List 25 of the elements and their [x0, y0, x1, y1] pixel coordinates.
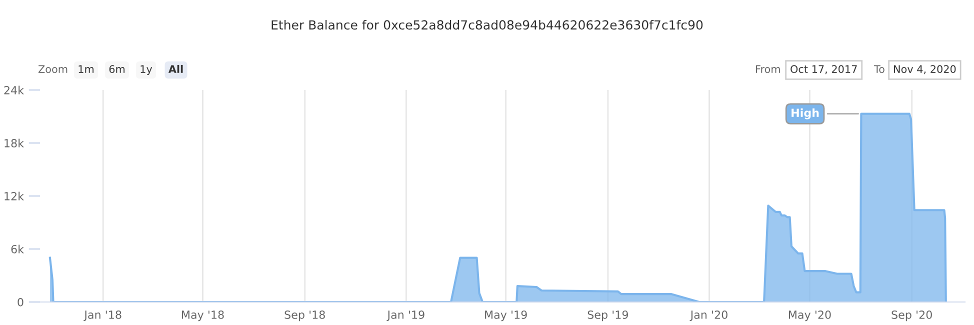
- text: To: [874, 65, 884, 74]
- y-tick-label: 6k: [11, 244, 24, 254]
- annotation: High: [792, 108, 819, 120]
- x-tick-label: Sep '19: [588, 310, 628, 322]
- text: 1y: [140, 65, 152, 76]
- y-tick-label: 18k: [4, 138, 24, 148]
- x-tick-label: Sep '20: [892, 310, 932, 322]
- text: Oct 17, 2017: [790, 65, 857, 74]
- text: Nov 4, 2020: [894, 65, 956, 74]
- text: 1m: [78, 65, 94, 73]
- x-tick-label: May '19: [485, 310, 527, 322]
- x-tick-label: Sep '18: [284, 310, 325, 322]
- x-tick-label: Jan '20: [690, 310, 728, 321]
- y-tick-label: 0: [18, 298, 24, 306]
- chart-title: Ether Balance for 0xce52a8dd7c8ad08e94b44620622e3630f7c1fc90: [272, 20, 703, 30]
- x-tick-label: Jan '18: [84, 310, 122, 321]
- y-tick-label: 12k: [4, 192, 24, 200]
- x-tick-label: May '20: [788, 310, 831, 322]
- text: From: [756, 65, 780, 74]
- text: 6m: [109, 65, 125, 74]
- text: All: [168, 64, 183, 73]
- x-tick-label: May '18: [182, 310, 224, 322]
- y-tick-label: 24k: [4, 86, 24, 94]
- x-tick-label: Jan '19: [386, 310, 424, 321]
- text: Zoom: [38, 65, 68, 74]
